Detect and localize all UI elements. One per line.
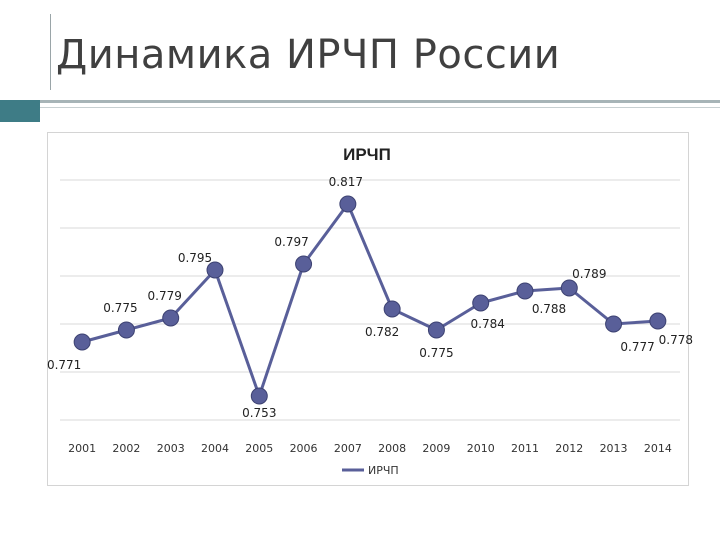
x-tick-label: 2012 (555, 442, 583, 455)
x-tick-label: 2011 (511, 442, 539, 455)
data-point (295, 255, 313, 273)
data-point (605, 315, 623, 333)
x-tick-label: 2007 (334, 442, 362, 455)
title-border (50, 14, 51, 90)
x-tick-label: 2014 (644, 442, 672, 455)
title-divider-thin (40, 107, 720, 108)
x-tick-label: 2006 (290, 442, 318, 455)
x-tick-label: 2004 (201, 442, 229, 455)
x-tick-label: 2005 (245, 442, 273, 455)
data-label: 0.753 (242, 406, 276, 420)
data-point (560, 279, 578, 297)
x-axis-ticks: 2001 2002 2003 2004 2005 2006 2007 2008 2009 2010… (68, 442, 672, 455)
data-point (339, 195, 357, 213)
x-tick-label: 2009 (422, 442, 450, 455)
title-divider (40, 100, 720, 103)
data-label: 0.797 (274, 235, 308, 249)
data-label: 0.789 (572, 267, 606, 281)
x-tick-label: 2013 (600, 442, 628, 455)
legend: ИРЧП (342, 464, 399, 477)
x-tick-label: 2001 (68, 442, 96, 455)
data-point (472, 294, 490, 312)
data-label: 0.778 (659, 333, 693, 347)
data-point (73, 333, 91, 351)
data-point (516, 282, 534, 300)
data-label: 0.782 (365, 325, 399, 339)
data-label: 0.788 (532, 302, 566, 316)
data-point (250, 387, 268, 405)
data-label: 0.779 (148, 289, 182, 303)
x-tick-label: 2002 (112, 442, 140, 455)
slide-title: Динамика ИРЧП России (56, 32, 561, 78)
data-point (427, 321, 445, 339)
data-label: 0.775 (103, 301, 137, 315)
data-label: 0.795 (178, 251, 212, 265)
data-label: 0.771 (47, 358, 81, 372)
data-point (649, 312, 667, 330)
x-tick-label: 2010 (467, 442, 495, 455)
data-label: 0.777 (620, 340, 654, 354)
data-point (117, 321, 135, 339)
x-tick-label: 2003 (157, 442, 185, 455)
chart-frame (47, 132, 689, 486)
data-point (162, 309, 180, 327)
data-labels: 0.771 0.775 0.779 0.795 0.753 0.797 0.817 0.782… (47, 175, 693, 420)
data-label: 0.784 (471, 317, 505, 331)
data-point (206, 261, 224, 279)
data-point (383, 300, 401, 318)
legend-label: ИРЧП (368, 464, 399, 477)
grid-lines (60, 179, 680, 421)
data-label: 0.775 (419, 346, 453, 360)
data-points (73, 195, 667, 405)
accent-square (0, 100, 40, 122)
data-label: 0.817 (329, 175, 363, 189)
x-tick-label: 2008 (378, 442, 406, 455)
chart-title: ИРЧП (343, 145, 391, 164)
